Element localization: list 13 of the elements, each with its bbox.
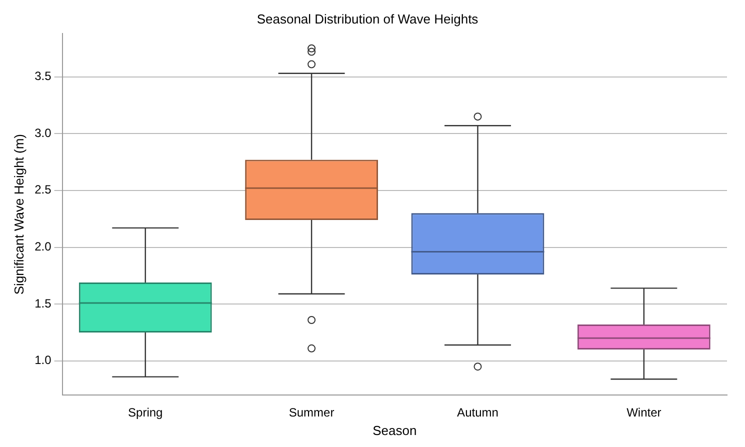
x-tick-label: Summer [288,406,334,420]
x-tick-label: Winter [626,406,662,420]
chart-title: Seasonal Distribution of Wave Heights [256,11,479,26]
y-tick-label: 1.0 [34,353,52,368]
y-tick-label: 3.5 [34,69,52,84]
y-axis-title: Significant Wave Height (m) [11,134,26,295]
y-tick-label: 2.0 [34,240,52,254]
x-axis-title: Season [372,422,417,438]
x-tick-label: Autumn [457,406,498,420]
x-tick-label: Spring [128,406,163,420]
y-tick-label: 2.5 [34,182,52,197]
y-tick-label: 1.5 [34,296,52,310]
y-tick-label: 3.0 [34,126,52,140]
